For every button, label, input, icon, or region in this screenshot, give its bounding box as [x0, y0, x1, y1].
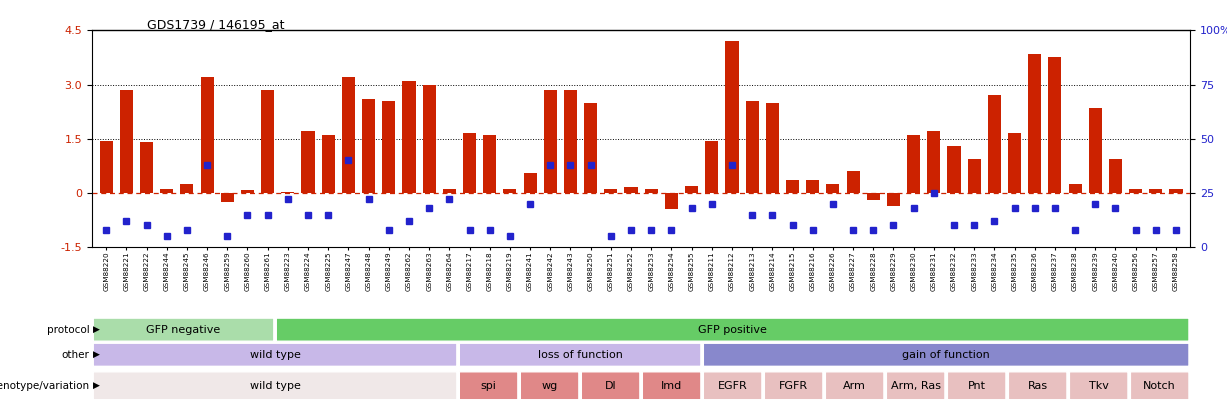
Bar: [746, 101, 758, 193]
Bar: [685, 186, 698, 193]
Bar: [1150, 189, 1162, 193]
Bar: [988, 96, 1001, 193]
Text: gain of function: gain of function: [902, 350, 990, 360]
Bar: [342, 77, 355, 193]
Bar: [887, 193, 899, 205]
Bar: [180, 184, 194, 193]
FancyBboxPatch shape: [582, 372, 640, 400]
FancyBboxPatch shape: [886, 372, 945, 400]
Bar: [99, 141, 113, 193]
Text: Pnt: Pnt: [968, 381, 985, 391]
Bar: [221, 193, 234, 202]
Bar: [1169, 189, 1183, 193]
Bar: [625, 188, 638, 193]
FancyBboxPatch shape: [703, 343, 1189, 367]
Bar: [766, 102, 779, 193]
Text: ▶: ▶: [93, 381, 101, 390]
Bar: [321, 135, 335, 193]
Bar: [483, 135, 496, 193]
FancyBboxPatch shape: [703, 372, 762, 400]
FancyBboxPatch shape: [93, 372, 456, 400]
Text: Dl: Dl: [605, 381, 616, 391]
Bar: [524, 173, 536, 193]
FancyBboxPatch shape: [459, 343, 701, 367]
Bar: [826, 184, 839, 193]
Bar: [928, 132, 940, 193]
Bar: [1048, 58, 1061, 193]
FancyBboxPatch shape: [642, 372, 701, 400]
Text: genotype/variation: genotype/variation: [0, 381, 90, 391]
Text: ▶: ▶: [93, 350, 101, 359]
Bar: [665, 193, 679, 209]
Bar: [302, 132, 314, 193]
Text: Notch: Notch: [1144, 381, 1175, 391]
Bar: [806, 180, 820, 193]
Bar: [120, 90, 133, 193]
Text: GFP negative: GFP negative: [146, 325, 221, 335]
Bar: [1028, 54, 1042, 193]
Bar: [422, 85, 436, 193]
Text: Arm: Arm: [843, 381, 866, 391]
Bar: [362, 99, 375, 193]
Text: other: other: [61, 350, 90, 360]
Bar: [725, 41, 739, 193]
Text: protocol: protocol: [47, 325, 90, 335]
Bar: [847, 171, 860, 193]
FancyBboxPatch shape: [1070, 372, 1128, 400]
Bar: [947, 146, 961, 193]
Bar: [240, 190, 254, 193]
Bar: [261, 90, 274, 193]
Bar: [1009, 133, 1021, 193]
Bar: [1109, 159, 1121, 193]
FancyBboxPatch shape: [826, 372, 883, 400]
Text: Imd: Imd: [661, 381, 682, 391]
Text: spi: spi: [481, 381, 497, 391]
FancyBboxPatch shape: [459, 372, 518, 400]
FancyBboxPatch shape: [520, 372, 579, 400]
Bar: [161, 189, 173, 193]
Text: wild type: wild type: [249, 350, 301, 360]
Text: GDS1739 / 146195_at: GDS1739 / 146195_at: [147, 18, 285, 31]
Bar: [787, 180, 799, 193]
Text: wg: wg: [541, 381, 558, 391]
Bar: [402, 81, 416, 193]
Bar: [463, 133, 476, 193]
Bar: [866, 193, 880, 200]
Bar: [584, 102, 598, 193]
FancyBboxPatch shape: [1009, 372, 1067, 400]
Bar: [443, 189, 456, 193]
Text: wild type: wild type: [249, 381, 301, 391]
Bar: [706, 141, 718, 193]
Bar: [564, 90, 577, 193]
Bar: [1069, 184, 1082, 193]
FancyBboxPatch shape: [93, 343, 456, 367]
Text: ▶: ▶: [93, 325, 101, 334]
Bar: [968, 159, 980, 193]
FancyBboxPatch shape: [764, 372, 823, 400]
Bar: [383, 101, 395, 193]
Bar: [503, 189, 517, 193]
Bar: [1088, 108, 1102, 193]
Bar: [604, 189, 617, 193]
Text: EGFR: EGFR: [718, 381, 747, 391]
Bar: [544, 90, 557, 193]
Text: GFP positive: GFP positive: [698, 325, 767, 335]
Text: Ras: Ras: [1027, 381, 1048, 391]
Bar: [140, 142, 153, 193]
Bar: [907, 135, 920, 193]
Text: FGFR: FGFR: [779, 381, 809, 391]
Bar: [281, 192, 294, 193]
FancyBboxPatch shape: [947, 372, 1006, 400]
Bar: [644, 189, 658, 193]
FancyBboxPatch shape: [1130, 372, 1189, 400]
Bar: [1129, 189, 1142, 193]
Bar: [200, 77, 213, 193]
FancyBboxPatch shape: [93, 318, 274, 341]
Text: Tkv: Tkv: [1088, 381, 1109, 391]
Text: Arm, Ras: Arm, Ras: [891, 381, 941, 391]
Text: loss of function: loss of function: [537, 350, 622, 360]
FancyBboxPatch shape: [276, 318, 1189, 341]
